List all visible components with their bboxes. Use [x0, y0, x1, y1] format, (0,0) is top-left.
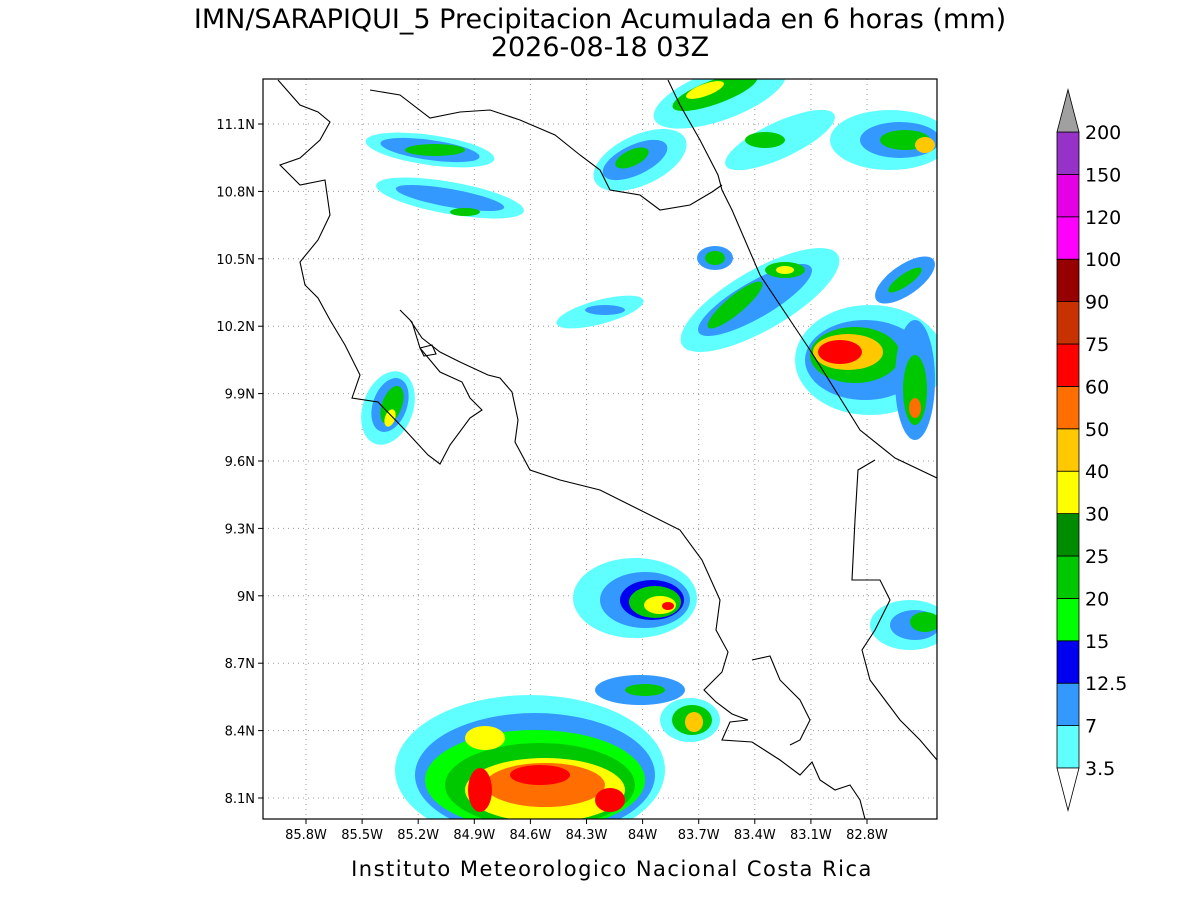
- colorbar-label: 15: [1085, 631, 1109, 653]
- colorbar-box: [1056, 343, 1080, 387]
- colorbar-label: 75: [1085, 334, 1109, 356]
- lon-tick-label: 85.2W: [397, 828, 439, 843]
- colorbar-box: [1056, 555, 1080, 599]
- colorbar-label: 50: [1085, 419, 1109, 441]
- colorbar-box: [1056, 173, 1080, 218]
- colorbar-label: 12.5: [1085, 673, 1127, 695]
- lat-tick-label: 11.1N: [216, 118, 255, 133]
- lat-tick-label: 9.3N: [225, 522, 255, 537]
- subtitle: 2026-08-18 03Z: [491, 32, 709, 63]
- footer: Instituto Meteorologico Nacional Costa R…: [351, 857, 873, 881]
- lon-tick-label: 84.6W: [509, 828, 551, 843]
- colorbar-box: [1056, 258, 1080, 303]
- colorbar-label: 100: [1085, 249, 1121, 271]
- lat-tick-label: 8.7N: [225, 657, 255, 672]
- colorbar-label: 7: [1085, 716, 1097, 738]
- colorbar-label: 20: [1085, 588, 1109, 610]
- colorbar-label: 30: [1085, 504, 1109, 526]
- lon-tick-label: 84W: [628, 828, 658, 843]
- lon-tick-label: 82.8W: [846, 828, 888, 843]
- colorbar-box: [1056, 470, 1080, 515]
- colorbar-label: 40: [1085, 461, 1109, 483]
- colorbar-box: [1056, 428, 1080, 472]
- precipitation-field: [361, 79, 937, 819]
- lat-tick-label: 9N: [237, 590, 255, 605]
- lat-tick-label: 9.6N: [225, 455, 255, 470]
- colorbar-label: 120: [1085, 207, 1121, 229]
- colorbar-box: [1056, 301, 1080, 345]
- colorbar-label: 90: [1085, 292, 1109, 314]
- colorbar-box: [1056, 131, 1080, 175]
- lat-tick-label: 9.9N: [225, 388, 255, 403]
- grid: 85.8W 85.5W 85.2W 84.9W 84.6W 84.3W 84W 83.7W 83…: [216, 79, 937, 843]
- lat-tick-label: 10.2N: [216, 320, 255, 335]
- lat-tick-label: 8.1N: [225, 792, 255, 807]
- colorbar-box: [1056, 640, 1080, 684]
- lat-tick-label: 10.5N: [216, 253, 255, 268]
- colorbar-label: 25: [1085, 546, 1109, 568]
- colorbar-above: [1056, 88, 1080, 133]
- colorbar-box: [1056, 216, 1080, 260]
- colorbar-label: 150: [1085, 164, 1121, 186]
- lon-tick-label: 84.9W: [453, 828, 495, 843]
- colorbar-label: 3.5: [1085, 758, 1115, 780]
- colorbar: 3.5 7 12.5 15 20 25 30 40 50 60 75 90 100 120 150 200: [1056, 88, 1127, 812]
- colorbar-label: 200: [1085, 122, 1121, 144]
- colorbar-box: [1056, 598, 1080, 642]
- lon-tick-label: 83.7W: [678, 828, 720, 843]
- lat-tick-label: 10.8N: [216, 185, 255, 200]
- lon-tick-label: 83.1W: [790, 828, 832, 843]
- map-frame: [262, 78, 938, 820]
- lon-tick-label: 84.3W: [566, 828, 608, 843]
- title: IMN/SARAPIQUI_5 Precipitacion Acumulada …: [194, 4, 1006, 35]
- lon-tick-label: 83.4W: [734, 828, 776, 843]
- colorbar-box: [1056, 682, 1080, 727]
- colorbar-label: 60: [1085, 376, 1109, 398]
- colorbar-box: [1056, 385, 1080, 430]
- lat-tick-label: 8.4N: [225, 725, 255, 740]
- lon-tick-label: 85.5W: [341, 828, 383, 843]
- colorbar-below: [1056, 767, 1080, 812]
- colorbar-box: [1056, 725, 1080, 769]
- colorbar-box: [1056, 513, 1080, 557]
- coastlines: [277, 79, 937, 819]
- lon-tick-label: 85.8W: [285, 828, 327, 843]
